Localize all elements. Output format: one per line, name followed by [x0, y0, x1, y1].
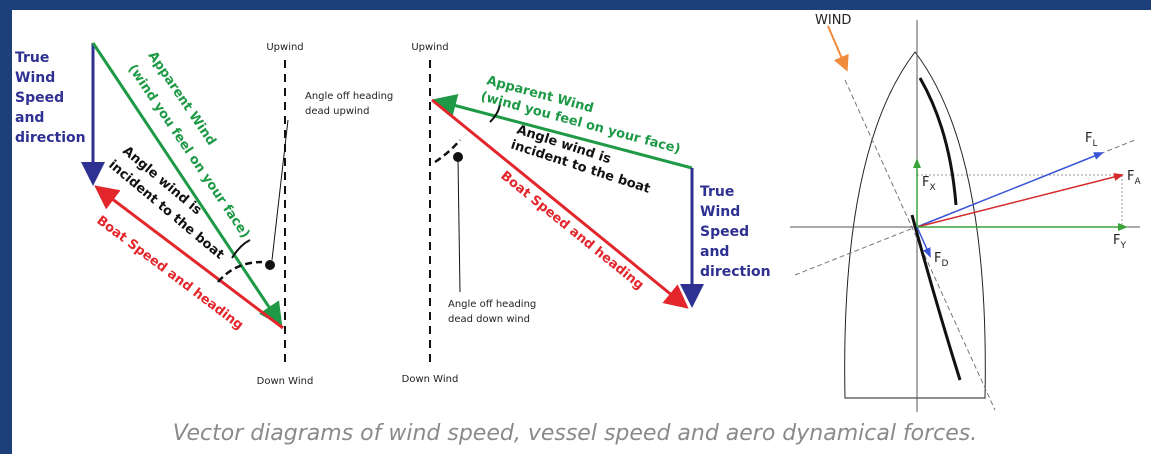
label-part: F	[922, 175, 929, 190]
angle-off-2: dead down wind	[448, 314, 530, 325]
force-label: FY	[1113, 233, 1126, 251]
diagram-forces: WIND FL FA FX FY FD	[790, 13, 1141, 412]
label-part: F	[1085, 131, 1092, 146]
label-part: D	[941, 259, 948, 269]
label-part: Speed	[700, 224, 749, 240]
upwind: Upwind	[411, 42, 448, 53]
wind-label: WIND	[815, 13, 851, 28]
force-label: FD	[934, 251, 948, 269]
label-part: and	[15, 110, 44, 126]
label-part: direction	[15, 130, 86, 146]
label-part: A	[1134, 177, 1141, 187]
panel	[12, 10, 1151, 454]
downwind: Down Wind	[402, 374, 459, 385]
label-part: F	[1113, 233, 1120, 248]
label-part: Wind	[700, 204, 740, 220]
caption: Vector diagrams of wind speed, vessel sp…	[173, 421, 978, 446]
upwind: Upwind	[266, 42, 303, 53]
true-wind: True Wind Speed and direction	[700, 184, 771, 280]
force-label: FL	[1085, 131, 1098, 149]
angle-off: Angle off heading	[305, 91, 393, 102]
label-part: X	[929, 183, 935, 193]
force-label: FX	[922, 175, 936, 193]
label-part: L	[1092, 139, 1097, 149]
label-part: Speed	[15, 90, 64, 106]
label-part: True	[15, 50, 49, 66]
angle-off-2: dead upwind	[305, 106, 369, 117]
label-part: Wind	[15, 70, 55, 86]
label-part: F	[934, 251, 941, 266]
label-part: direction	[700, 264, 771, 280]
force-label: FA	[1127, 169, 1141, 187]
label-part: and	[700, 244, 729, 260]
angle-off: Angle off heading	[448, 299, 536, 310]
label-part: True	[700, 184, 734, 200]
true-wind: True Wind Speed and direction	[15, 50, 86, 146]
downwind: Down Wind	[257, 376, 314, 387]
label-part: F	[1127, 169, 1134, 184]
label-part: Y	[1119, 241, 1126, 251]
